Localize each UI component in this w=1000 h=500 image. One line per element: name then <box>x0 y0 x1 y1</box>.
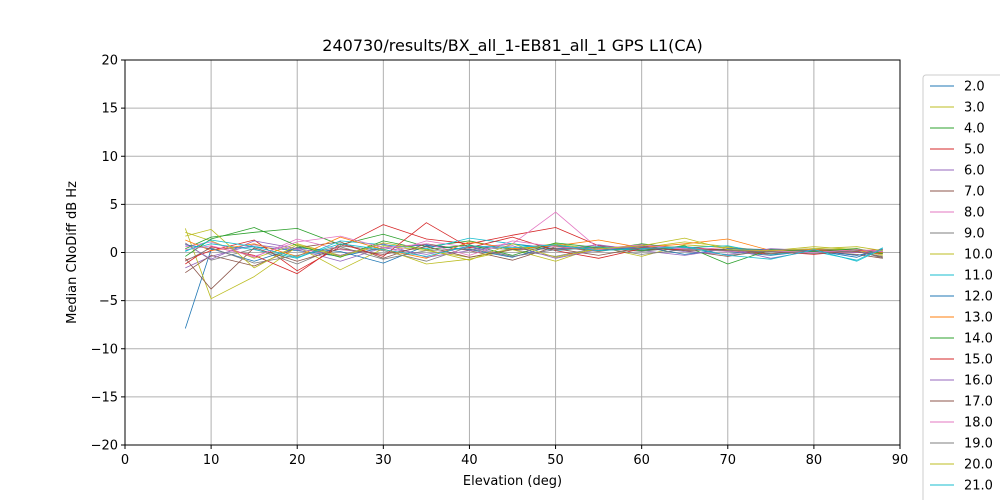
legend-label: 9.0 <box>964 227 985 242</box>
y-axis: −20 −15 −10 −5 0 5 10 15 20 <box>91 54 125 454</box>
x-tick-label: 50 <box>547 453 564 468</box>
x-tick-label: 30 <box>375 453 392 468</box>
x-tick-label: 70 <box>720 453 737 468</box>
legend: 2.0 3.0 4.0 5.0 6.0 7.0 8.0 9.0 10.0 11.0 12.0 13.0… <box>922 74 1000 500</box>
y-tick-label: 10 <box>101 150 118 165</box>
legend-label: 7.0 <box>964 185 985 200</box>
legend-label: 5.0 <box>964 143 985 158</box>
y-tick-label: 15 <box>101 102 118 117</box>
x-tick-label: 20 <box>289 453 306 468</box>
legend-label: 16.0 <box>964 374 993 389</box>
x-tick-label: 60 <box>633 453 650 468</box>
series-line-18-0 <box>185 235 883 257</box>
legend-label: 14.0 <box>964 332 993 347</box>
legend-label: 4.0 <box>964 122 985 137</box>
y-tick-label: 0 <box>110 246 118 261</box>
series-line-16-0 <box>185 240 883 260</box>
y-tick-label: 5 <box>110 198 118 213</box>
y-axis-label: Median CNoDiff dB Hz <box>65 181 80 324</box>
x-axis-label: Elevation (deg) <box>463 474 562 489</box>
x-tick-label: 0 <box>121 453 129 468</box>
legend-label: 8.0 <box>964 206 985 221</box>
legend-box <box>922 74 1000 500</box>
y-tick-label: 20 <box>101 54 118 69</box>
x-tick-label: 90 <box>892 453 909 468</box>
legend-label: 17.0 <box>964 395 993 410</box>
series-line-20-0 <box>185 228 883 269</box>
legend-label: 10.0 <box>964 248 993 263</box>
legend-label: 6.0 <box>964 164 985 179</box>
legend-label: 12.0 <box>964 290 993 305</box>
x-tick-label: 40 <box>461 453 478 468</box>
x-axis: 0 10 20 30 40 50 60 70 80 90 <box>121 445 908 468</box>
legend-label: 15.0 <box>964 353 993 368</box>
y-tick-label: −20 <box>91 439 118 454</box>
series-line-10-0 <box>184 228 883 300</box>
legend-label: 19.0 <box>964 437 993 452</box>
legend-label: 20.0 <box>964 458 993 473</box>
legend-label: 13.0 <box>964 311 993 326</box>
y-tick-label: −15 <box>91 390 118 405</box>
legend-label: 21.0 <box>964 479 993 494</box>
x-tick-label: 80 <box>806 453 823 468</box>
legend-label: 2.0 <box>964 80 985 95</box>
series-line-21-0 <box>185 239 883 262</box>
x-tick-label: 10 <box>203 453 220 468</box>
series-line-19-0 <box>185 246 883 264</box>
plot-series <box>184 211 883 329</box>
series-line-17-0 <box>184 246 883 290</box>
legend-label: 18.0 <box>964 416 993 431</box>
y-tick-label: −5 <box>99 294 118 309</box>
y-tick-label: −10 <box>91 342 118 357</box>
legend-label: 11.0 <box>964 269 993 284</box>
legend-label: 3.0 <box>964 101 985 116</box>
chart-title: 240730/results/BX_all_1-EB81_all_1 GPS L… <box>322 36 702 56</box>
